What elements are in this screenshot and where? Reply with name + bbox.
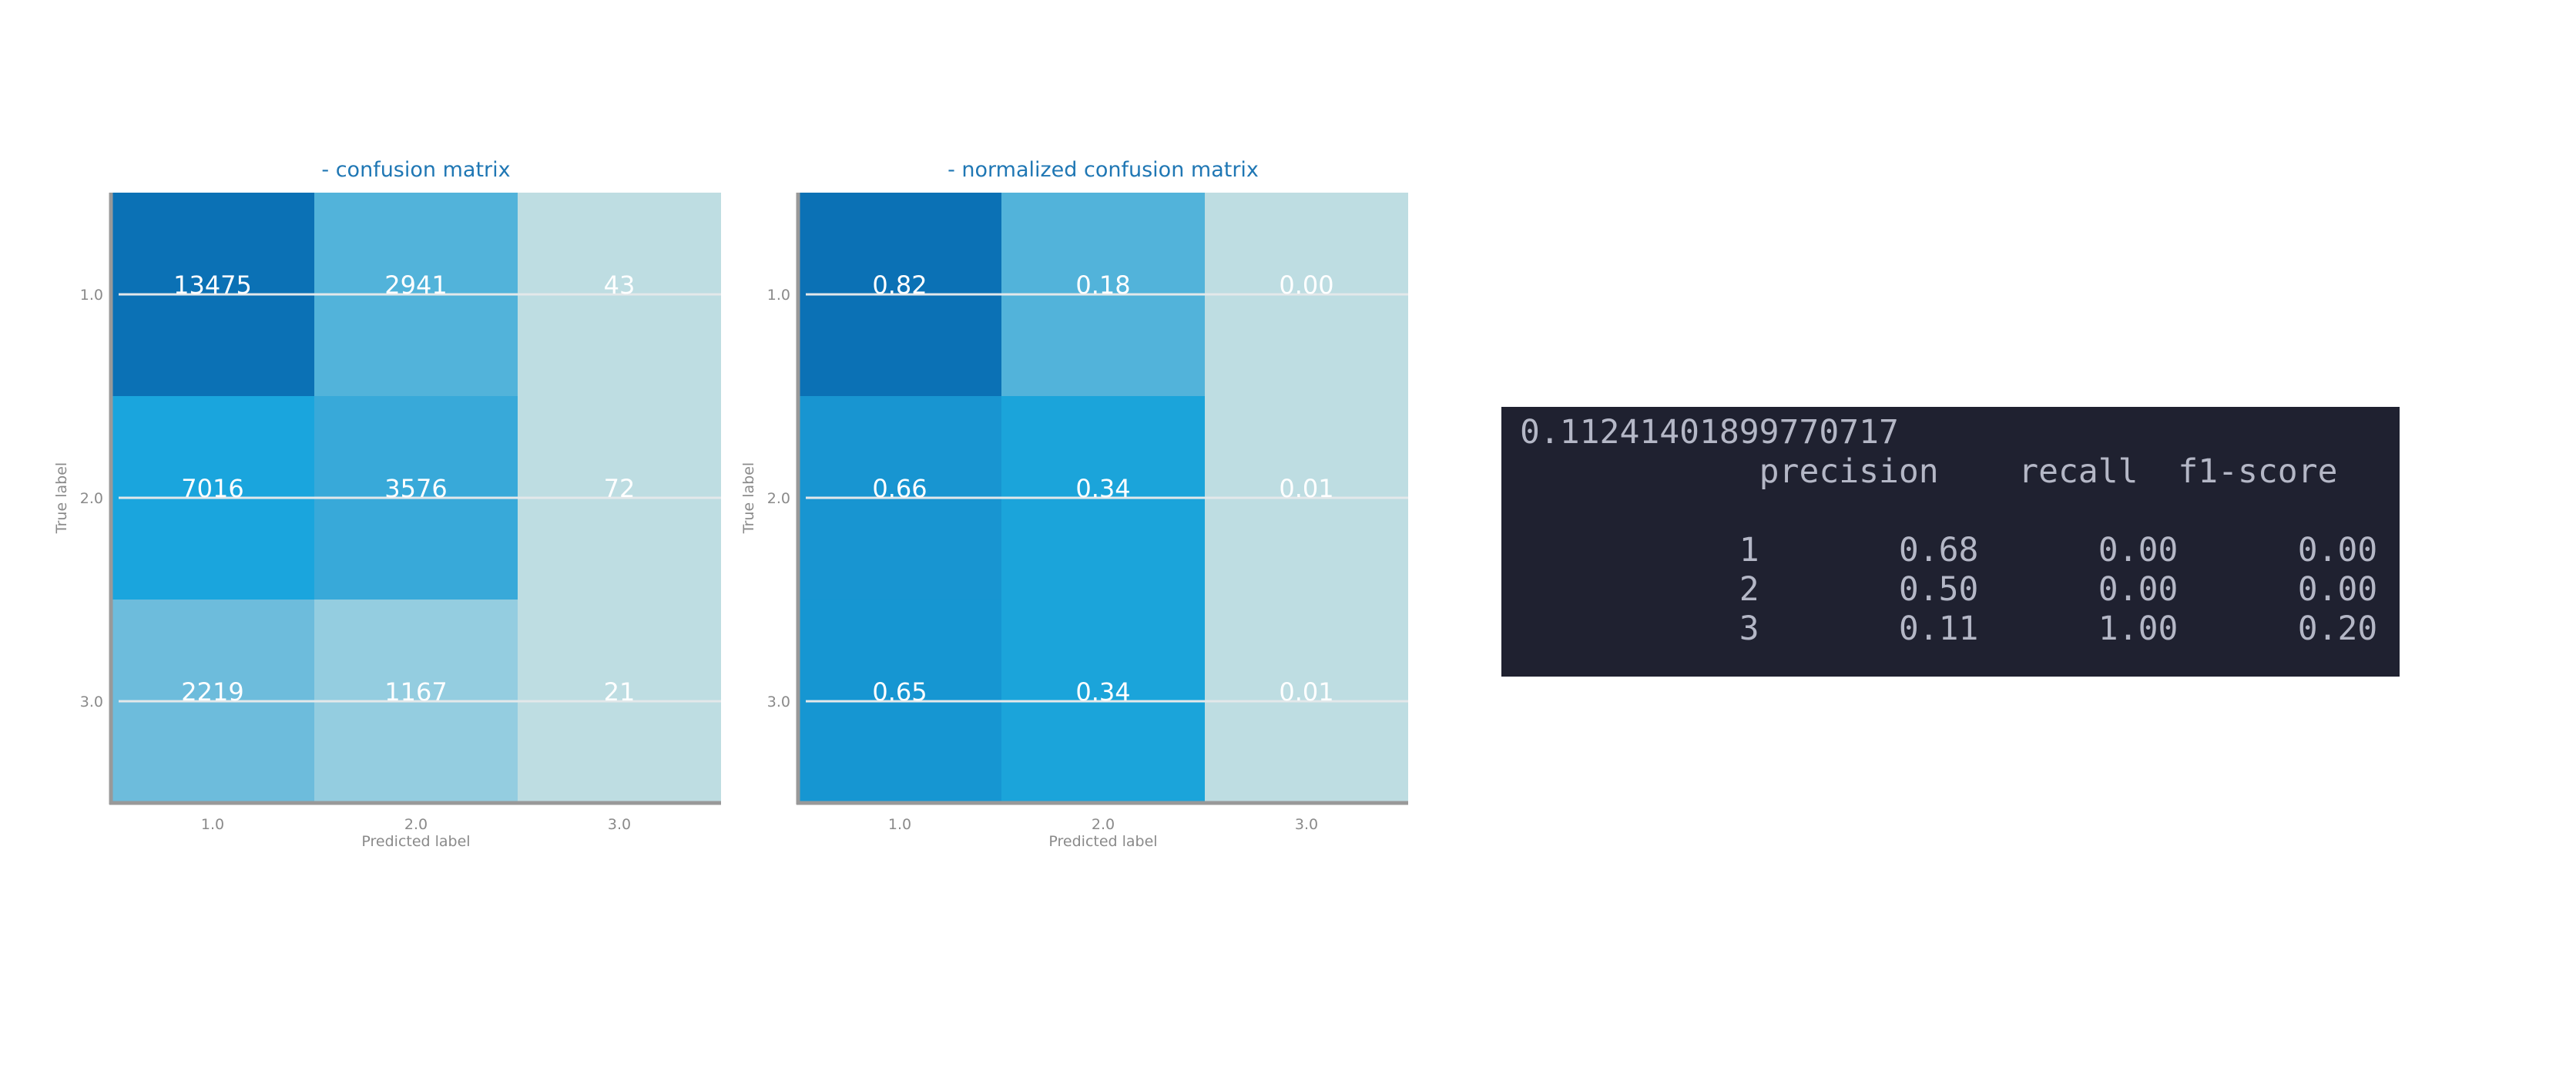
chart-title: - confusion matrix (321, 158, 510, 182)
cell-value-label: 2941 (384, 270, 447, 300)
cell-value-label: 0.34 (1075, 677, 1130, 707)
y-tick-label: 2.0 (80, 490, 103, 507)
y-tick-label: 3.0 (767, 694, 790, 710)
y-tick-label: 1.0 (767, 287, 790, 304)
report-precision-value: 0.50 (1898, 570, 1979, 609)
report-header-precision: precision (1759, 452, 1939, 491)
report-row-label: 2 (1739, 570, 1759, 609)
cell-value-label: 1167 (384, 677, 447, 707)
cell-value-label: 0.01 (1279, 677, 1333, 707)
x-tick-label: 2.0 (1092, 816, 1115, 833)
chart-title: - normalized confusion matrix (948, 158, 1259, 182)
y-tick-label: 2.0 (767, 490, 790, 507)
report-row-label: 1 (1739, 531, 1759, 569)
cell-value-label: 0.18 (1075, 270, 1130, 300)
cell-value-label: 0.66 (872, 474, 927, 503)
x-axis-label: Predicted label (361, 833, 470, 850)
x-axis-label: Predicted label (1048, 833, 1157, 850)
cell-value-label: 21 (604, 677, 636, 707)
classification-report: 0.11241401899770717 precision recall f1-… (1501, 407, 2400, 677)
y-axis-label: True label (740, 462, 757, 534)
x-tick-label: 1.0 (201, 816, 224, 833)
cell-value-label: 2219 (181, 677, 243, 707)
cell-value-label: 43 (604, 270, 636, 300)
report-header-recall: recall (2018, 452, 2138, 491)
x-tick-label: 1.0 (888, 816, 911, 833)
cell-value-label: 0.82 (872, 270, 927, 300)
report-score: 0.11241401899770717 (1520, 413, 1899, 452)
x-tick-label: 3.0 (608, 816, 631, 833)
report-header-f1-score: f1-score (2178, 452, 2338, 491)
report-precision-value: 0.68 (1898, 531, 1979, 569)
report-f1-score-value: 0.00 (2297, 531, 2378, 569)
cell-value-label: 0.00 (1279, 270, 1333, 300)
cell-value-label: 0.34 (1075, 474, 1130, 503)
y-tick-label: 3.0 (80, 694, 103, 710)
report-row: 3 0.11 1.00 0.20 (1520, 610, 2377, 648)
y-tick-label: 1.0 (80, 287, 103, 304)
report-recall-value: 0.00 (2098, 570, 2179, 609)
report-row: 1 0.68 0.00 0.00 (1520, 531, 2377, 569)
cell-value-label: 0.01 (1279, 474, 1333, 503)
report-f1-score-value: 0.20 (2297, 610, 2378, 648)
cell-value-label: 7016 (181, 474, 243, 503)
cell-value-label: 3576 (384, 474, 447, 503)
cell-value-label: 0.65 (872, 677, 927, 707)
cell-value-label: 13475 (173, 270, 252, 300)
x-tick-label: 2.0 (404, 816, 428, 833)
report-recall-value: 0.00 (2098, 531, 2179, 569)
y-axis-label: True label (53, 462, 70, 534)
report-f1-score-value: 0.00 (2297, 570, 2378, 609)
report-row: 2 0.50 0.00 0.00 (1520, 570, 2377, 609)
report-precision-value: 0.11 (1898, 610, 1979, 648)
report-recall-value: 1.00 (2098, 610, 2179, 648)
cell-value-label: 72 (604, 474, 636, 503)
report-header-row: precision recall f1-score (1520, 452, 2338, 491)
report-row-label: 3 (1739, 610, 1759, 648)
x-tick-label: 3.0 (1295, 816, 1318, 833)
confusion-matrix-figure: 13475 2941 43 7016 3576 72 2219 1167 21 1.0 2.0 3.0… (53, 158, 1408, 850)
